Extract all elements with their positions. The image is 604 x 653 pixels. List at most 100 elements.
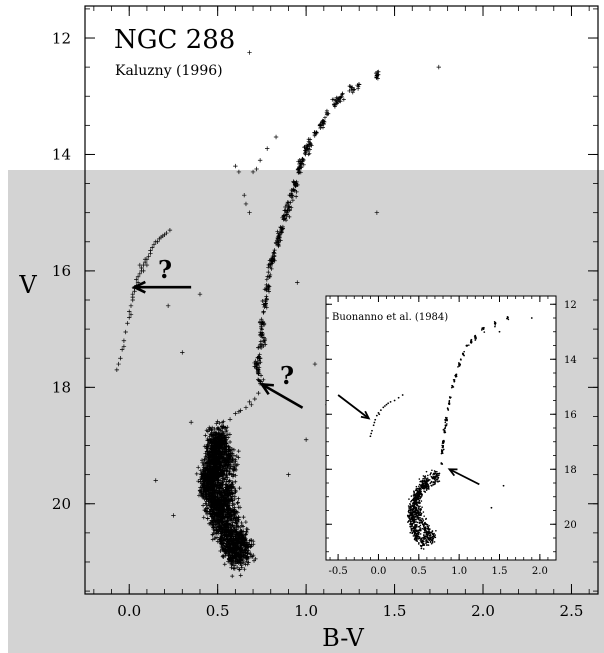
star-point [470, 341, 472, 343]
star-point [412, 529, 415, 532]
star-point [236, 169, 242, 175]
star-point [320, 120, 325, 125]
y-tick-label: 20 [564, 520, 577, 531]
star-point [155, 239, 160, 244]
star-point [433, 541, 436, 543]
star-point [307, 147, 312, 152]
star-point [252, 360, 257, 365]
star-point [228, 528, 233, 533]
star-point [356, 82, 361, 87]
star-point [435, 529, 437, 532]
star-point [209, 495, 214, 500]
star-point [218, 468, 223, 473]
star-point [457, 366, 459, 368]
star-point [203, 501, 208, 506]
star-point [212, 528, 217, 533]
star-point [446, 418, 448, 421]
star-point [217, 460, 222, 465]
star-point [220, 533, 225, 538]
star-point [283, 204, 288, 209]
star-point [414, 493, 417, 496]
star-point [415, 534, 417, 536]
star-point [418, 483, 421, 486]
star-point [231, 542, 236, 547]
star-point [431, 469, 433, 472]
y-tick-label: 20 [52, 495, 71, 513]
star-point [424, 535, 427, 538]
star-point [468, 344, 470, 346]
star-point [123, 329, 128, 335]
star-point [205, 445, 210, 450]
star-point [205, 438, 210, 443]
star-point [235, 510, 240, 515]
star-point [259, 342, 264, 347]
star-point [234, 539, 239, 544]
main-y-axis-label: V [18, 271, 37, 299]
star-point [415, 539, 418, 541]
star-point [203, 467, 208, 472]
star-point [217, 458, 222, 463]
star-point [194, 471, 199, 476]
star-point [427, 486, 429, 489]
star-point [415, 507, 417, 510]
star-point [494, 324, 497, 326]
star-point [247, 50, 252, 55]
star-point [409, 522, 412, 525]
star-point [221, 555, 226, 560]
star-point [279, 225, 284, 230]
star-point [423, 528, 426, 531]
star-point [303, 437, 309, 442]
star-point [302, 145, 307, 150]
main-data-points [114, 50, 441, 579]
x-tick-label: -0.5 [328, 566, 347, 577]
star-point [371, 429, 373, 432]
star-point [494, 325, 496, 328]
star-point [438, 480, 441, 482]
star-point [308, 142, 313, 147]
star-point [244, 559, 249, 564]
star-point [221, 524, 226, 529]
x-tick-label: 0.5 [206, 602, 230, 620]
star-point [227, 478, 232, 483]
star-point [415, 492, 418, 495]
inset-axis-ticks [326, 296, 556, 560]
star-point [423, 531, 425, 534]
star-point [352, 87, 357, 92]
star-point [416, 510, 419, 512]
star-point [419, 505, 421, 508]
star-point [119, 347, 125, 352]
star-point [426, 527, 429, 530]
star-point [218, 498, 223, 503]
star-point [412, 515, 415, 518]
star-point [375, 414, 378, 417]
star-point [267, 284, 272, 289]
star-point [297, 170, 302, 175]
star-point [270, 258, 275, 263]
star-point [180, 350, 185, 355]
star-point [428, 488, 430, 490]
star-point [243, 532, 248, 537]
star-point [312, 130, 317, 135]
star-point [150, 245, 155, 250]
star-point [287, 214, 292, 219]
star-point [216, 442, 221, 447]
star-point [412, 502, 414, 505]
star-point [233, 473, 238, 478]
star-point [220, 449, 225, 454]
star-point [233, 163, 238, 169]
star-point [221, 430, 226, 435]
star-point [244, 532, 249, 537]
star-point [249, 538, 254, 543]
star-point [232, 502, 237, 507]
star-point [223, 466, 228, 471]
star-point [236, 496, 241, 501]
star-point [290, 193, 295, 198]
star-point [223, 551, 228, 556]
star-point [231, 507, 236, 512]
star-point [239, 520, 244, 525]
star-point [211, 461, 216, 466]
star-point [272, 250, 277, 255]
x-tick-label: 1.0 [294, 602, 318, 620]
star-point [267, 274, 272, 279]
star-point [272, 248, 277, 253]
